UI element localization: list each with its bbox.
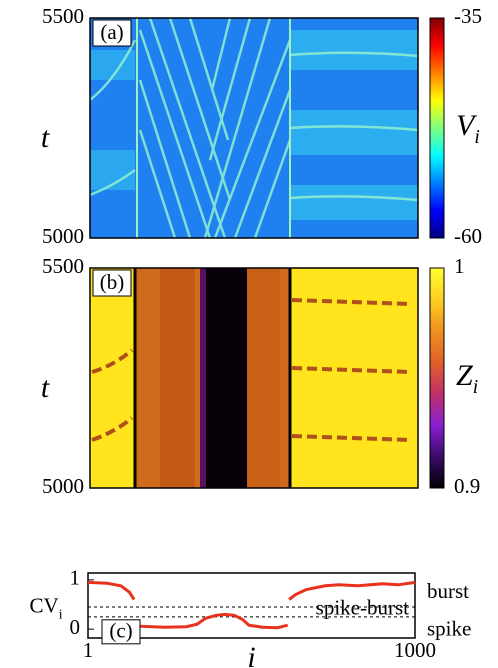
label-sub: i — [59, 606, 63, 621]
y-tick-label: 0 — [70, 615, 81, 639]
panel-label-box — [101, 619, 141, 645]
x-tick-label: 1000 — [394, 638, 436, 662]
label-sub: i — [474, 127, 479, 148]
y-tick-label: 5000 — [42, 474, 84, 498]
data-line — [87, 580, 416, 630]
colorbar-tick-label: 0.9 — [454, 474, 480, 498]
axis-label: t — [41, 121, 50, 154]
y-tick-label: 5500 — [42, 4, 84, 28]
y-tick-label: 5000 — [42, 224, 84, 248]
plot-frame — [89, 267, 419, 489]
y-tick-label: 1 — [70, 566, 81, 590]
panel-label: (b) — [100, 270, 125, 294]
label-main: V — [456, 109, 478, 142]
y-tick-label: 5500 — [42, 254, 84, 278]
x-tick-label: 1 — [83, 638, 94, 662]
label-main: CV — [30, 593, 59, 617]
label-main: Z — [456, 359, 473, 392]
axis-label: Vi — [456, 109, 480, 148]
label-main: t — [41, 121, 50, 154]
panel-label: (a) — [100, 20, 123, 44]
panel-label: (c) — [109, 619, 132, 643]
plot-frame — [87, 572, 416, 639]
axis-label: Zi — [456, 359, 478, 398]
label-main: i — [247, 641, 255, 668]
panel-label-box — [92, 269, 132, 297]
label-main: t — [41, 371, 50, 404]
axis-label: t — [41, 371, 50, 404]
panel-label-box — [92, 19, 132, 47]
colorbar — [429, 267, 445, 489]
axis-label: i — [247, 641, 255, 668]
heatmap-a-image — [89, 17, 419, 239]
colorbar-tick-label: -60 — [454, 224, 482, 248]
axis-label: CVi — [30, 593, 63, 621]
colorbar — [429, 17, 445, 239]
region-label: spike-burst — [316, 596, 409, 620]
plot-frame — [89, 17, 419, 239]
colorbar-tick-label: 1 — [454, 254, 465, 278]
region-label: burst — [427, 579, 469, 603]
colorbar-tick-label: -35 — [454, 4, 482, 28]
region-label: spike — [427, 617, 471, 641]
heatmap-b-image — [90, 268, 418, 488]
label-sub: i — [473, 377, 478, 398]
